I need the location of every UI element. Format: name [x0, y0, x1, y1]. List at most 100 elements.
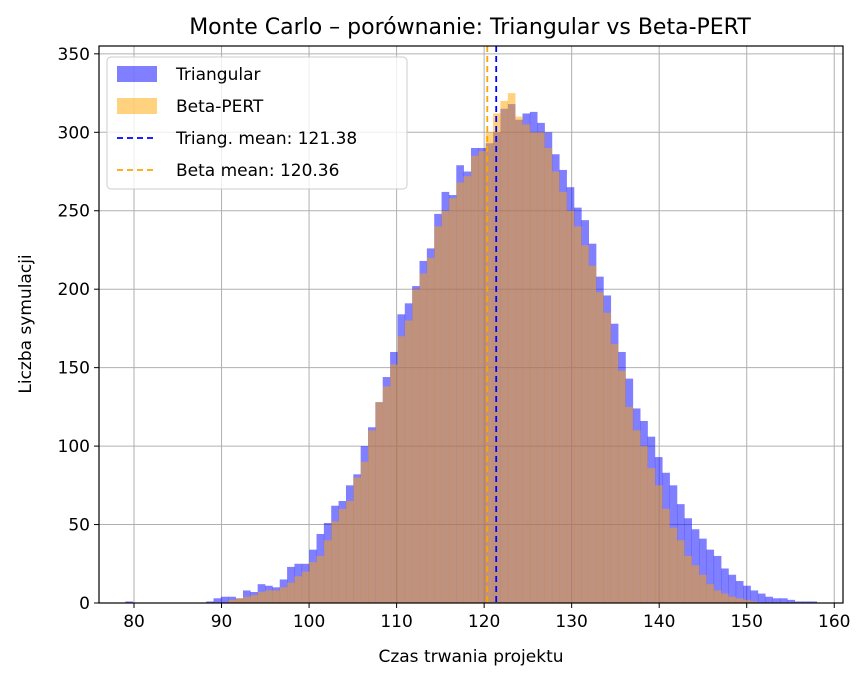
y-tick-label: 300 — [58, 123, 90, 143]
beta-pert-bar — [566, 210, 575, 604]
beta-pert-bar — [713, 590, 722, 603]
beta-pert-bar — [596, 292, 604, 603]
beta-pert-bar — [699, 574, 707, 603]
x-tick-label: 140 — [643, 612, 675, 632]
beta-pert-bar — [345, 501, 354, 603]
beta-pert-bar — [426, 257, 435, 603]
triangular-bar — [206, 601, 214, 603]
x-tick-label: 130 — [555, 612, 587, 632]
beta-pert-bar — [235, 598, 244, 603]
beta-pert-bar — [610, 344, 619, 603]
y-tick-label: 100 — [58, 437, 90, 457]
beta-pert-bar — [279, 587, 288, 603]
beta-pert-bar — [412, 289, 420, 603]
triangular-bar — [706, 549, 715, 603]
beta-pert-bar — [581, 245, 589, 604]
triangular-bar — [743, 585, 751, 603]
beta-pert-bar — [618, 370, 626, 603]
beta-pert-bar — [743, 599, 751, 603]
beta-pert-bar — [669, 527, 678, 603]
beta-pert-bar — [485, 132, 494, 603]
beta-pert-bar — [434, 226, 442, 603]
beta-pert-bar — [706, 584, 715, 603]
beta-pert-bar — [471, 155, 479, 603]
legend-triangular-swatch — [117, 66, 157, 82]
triangular-bar — [220, 596, 229, 603]
beta-pert-bar — [331, 521, 339, 603]
beta-pert-bar — [419, 273, 428, 603]
x-tick-label: 90 — [211, 612, 233, 632]
beta-pert-bar — [448, 198, 457, 603]
legend-beta-mean-label: Beta mean: 120.36 — [176, 161, 339, 181]
beta-pert-bar — [257, 592, 266, 603]
triangular-bar — [735, 581, 744, 603]
legend-triangular-label: Triangular — [175, 65, 261, 85]
beta-pert-bar — [654, 485, 663, 603]
beta-pert-bar — [507, 93, 516, 603]
beta-pert-bar — [294, 576, 303, 603]
x-tick-label: 100 — [293, 612, 325, 632]
beta-pert-bar — [242, 596, 251, 603]
legend-triang-mean-label: Triang. mean: 121.38 — [175, 129, 357, 149]
beta-pert-bar — [588, 265, 597, 603]
beta-pert-bar — [603, 312, 612, 603]
plot-frame — [98, 45, 844, 604]
triangular-bar — [787, 599, 795, 603]
beta-pert-bar — [662, 508, 670, 603]
ticks-layer: 80 90 100 110 120 130 140 150 160 0 50 100 150 200 250… — [58, 45, 851, 632]
triangular-bar — [721, 568, 729, 603]
beta-pert-bar — [463, 176, 472, 604]
triangular-bar — [772, 598, 781, 603]
triangular-bar — [699, 538, 707, 603]
beta-pert-bar — [323, 540, 332, 603]
legend: Triangular Beta-PERT Triang. mean: 121.3… — [106, 56, 408, 190]
triangular-bar — [125, 601, 133, 603]
y-axis-label: Liczba symulacji — [16, 254, 36, 393]
mean-lines-layer — [486, 46, 498, 603]
x-tick-label: 110 — [380, 612, 412, 632]
beta-pert-bar — [390, 364, 398, 603]
beta-pert-bar — [544, 147, 553, 604]
legend-beta-pert-swatch — [117, 98, 157, 114]
beta-pert-bar — [573, 226, 582, 603]
beta-pert-bar — [684, 555, 692, 603]
beta-pert-bar — [301, 571, 310, 603]
x-axis-label: Czas trwania projektu — [378, 647, 563, 667]
y-tick-label: 0 — [79, 594, 90, 614]
beta-pert-bar — [721, 593, 729, 603]
beta-pert-bar — [265, 590, 273, 603]
beta-pert-bar — [404, 320, 413, 603]
beta-pert-bar — [478, 151, 487, 603]
beta-pert-bar — [632, 430, 641, 603]
beta-pert-bar — [728, 596, 737, 603]
x-tick-label: 160 — [818, 612, 850, 632]
triangular-bar — [728, 574, 737, 603]
beta-pert-bar — [228, 599, 236, 603]
beta-pert-bar — [750, 601, 759, 603]
beta-pert-bar — [287, 582, 295, 603]
beta-pert-bar — [382, 386, 391, 603]
beta-pert-bar — [537, 132, 545, 603]
triangular-bar — [802, 601, 810, 603]
beta-pert-bar — [338, 508, 347, 603]
beta-pert-bar — [647, 468, 656, 603]
beta-pert-bar — [640, 446, 648, 603]
beta-pert-bar — [515, 116, 523, 603]
triangular-bar — [757, 593, 766, 603]
beta-pert-bar — [625, 406, 634, 603]
x-tick-label: 80 — [123, 612, 145, 632]
beta-pert-bar — [316, 555, 325, 603]
beta-pert-bar — [441, 210, 450, 604]
beta-pert-bar — [456, 182, 464, 604]
y-tick-label: 200 — [58, 280, 90, 300]
y-tick-label: 350 — [58, 45, 90, 65]
beta-pert-bar — [360, 461, 369, 603]
y-tick-label: 150 — [58, 359, 90, 379]
y-tick-label: 50 — [68, 516, 90, 536]
x-tick-label: 150 — [730, 612, 762, 632]
beta-pert-bar — [309, 562, 317, 603]
triangular-bar — [809, 601, 818, 603]
x-tick-label: 120 — [468, 612, 500, 632]
